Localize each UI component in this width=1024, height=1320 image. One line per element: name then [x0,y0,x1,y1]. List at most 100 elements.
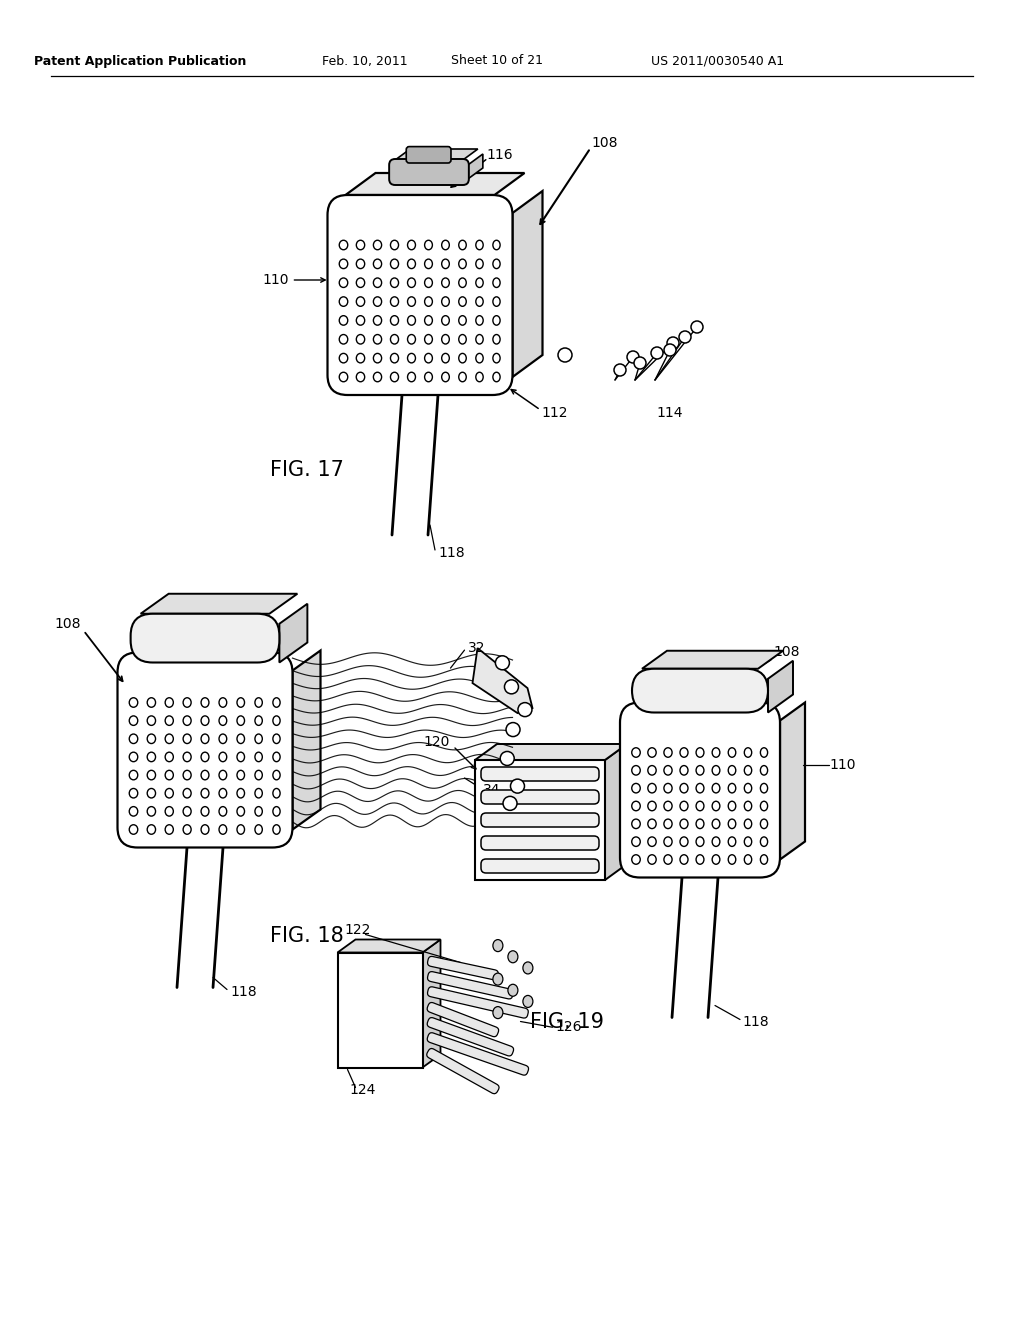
Ellipse shape [408,334,416,345]
Ellipse shape [201,752,209,762]
Ellipse shape [390,297,398,306]
Ellipse shape [147,788,156,799]
Ellipse shape [272,752,281,762]
Ellipse shape [425,354,432,363]
Text: 118: 118 [230,986,257,999]
Ellipse shape [476,297,483,306]
Ellipse shape [696,855,703,865]
Ellipse shape [523,962,532,974]
Ellipse shape [390,354,398,363]
Ellipse shape [272,734,281,743]
Ellipse shape [680,747,688,758]
Ellipse shape [696,766,703,775]
Ellipse shape [664,766,672,775]
Text: FIG. 18: FIG. 18 [270,925,344,945]
Ellipse shape [201,771,209,780]
Ellipse shape [390,334,398,345]
Ellipse shape [272,771,281,780]
Polygon shape [605,744,627,880]
Circle shape [511,779,524,793]
Ellipse shape [680,837,688,846]
Ellipse shape [476,315,483,325]
Ellipse shape [237,734,245,743]
Ellipse shape [712,801,720,810]
Text: 110: 110 [829,758,856,772]
Ellipse shape [183,752,191,762]
Ellipse shape [374,372,382,381]
Ellipse shape [219,788,226,799]
Ellipse shape [356,297,365,306]
Text: 120: 120 [424,735,451,748]
Circle shape [500,751,514,766]
Ellipse shape [374,297,382,306]
FancyBboxPatch shape [407,147,451,162]
Ellipse shape [744,837,752,846]
Ellipse shape [408,279,416,288]
Ellipse shape [255,734,262,743]
Ellipse shape [632,820,640,829]
Ellipse shape [219,771,226,780]
Ellipse shape [219,734,226,743]
Ellipse shape [165,715,173,726]
Ellipse shape [147,825,156,834]
Ellipse shape [390,259,398,268]
Ellipse shape [129,698,138,708]
Text: 118: 118 [438,546,465,560]
Ellipse shape [476,279,483,288]
FancyBboxPatch shape [481,859,599,873]
Ellipse shape [441,372,450,381]
Ellipse shape [493,354,500,363]
Ellipse shape [680,783,688,793]
Ellipse shape [408,297,416,306]
Ellipse shape [493,279,500,288]
Ellipse shape [648,820,656,829]
Ellipse shape [493,973,503,985]
Ellipse shape [408,240,416,249]
FancyBboxPatch shape [118,652,293,847]
Ellipse shape [201,698,209,708]
Ellipse shape [728,820,736,829]
Ellipse shape [632,801,640,810]
Ellipse shape [632,766,640,775]
Ellipse shape [129,752,138,762]
Text: 108: 108 [774,645,800,660]
Ellipse shape [255,715,262,726]
Text: 34: 34 [482,783,500,797]
Ellipse shape [201,715,209,726]
Ellipse shape [696,820,703,829]
Circle shape [651,347,663,359]
Ellipse shape [183,788,191,799]
Ellipse shape [476,334,483,345]
Text: Sheet 10 of 21: Sheet 10 of 21 [451,54,543,67]
Ellipse shape [441,354,450,363]
Circle shape [664,345,676,356]
FancyBboxPatch shape [481,789,599,804]
Ellipse shape [219,807,226,816]
Polygon shape [475,744,627,760]
Ellipse shape [356,354,365,363]
Ellipse shape [761,747,768,758]
Circle shape [667,337,679,348]
Ellipse shape [459,372,466,381]
Ellipse shape [129,715,138,726]
Ellipse shape [165,825,173,834]
FancyBboxPatch shape [427,1048,499,1094]
Ellipse shape [493,259,500,268]
Circle shape [679,331,691,343]
Ellipse shape [339,334,348,345]
Ellipse shape [632,783,640,793]
FancyBboxPatch shape [131,614,280,663]
Ellipse shape [459,279,466,288]
Polygon shape [280,603,307,663]
Ellipse shape [339,372,348,381]
Text: 114: 114 [656,407,683,420]
Ellipse shape [761,801,768,810]
Ellipse shape [374,279,382,288]
Ellipse shape [165,771,173,780]
Ellipse shape [165,734,173,743]
Text: 32: 32 [468,642,485,655]
Ellipse shape [147,752,156,762]
Ellipse shape [648,837,656,846]
FancyBboxPatch shape [427,1032,528,1076]
Circle shape [503,796,517,810]
